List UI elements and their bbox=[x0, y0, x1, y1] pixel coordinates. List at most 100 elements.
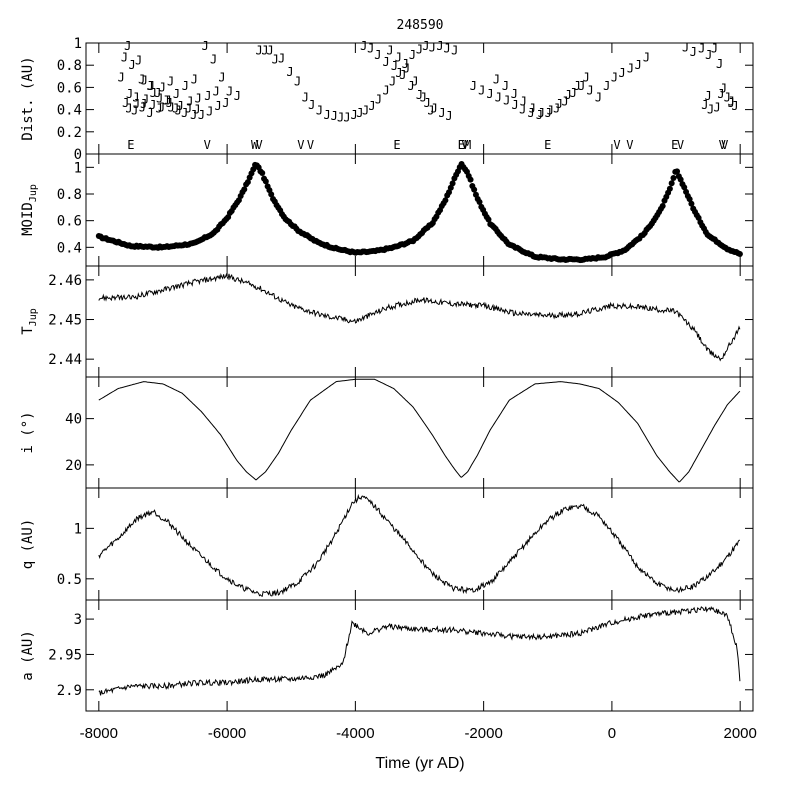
data-marker-J: J bbox=[272, 53, 279, 67]
y-axis-label-dist: Dist. (AU) bbox=[20, 56, 36, 140]
y-tick-label: 1 bbox=[74, 521, 82, 537]
data-marker-J: J bbox=[527, 106, 534, 120]
y-tick-label: 2.46 bbox=[48, 273, 82, 289]
data-marker-J: J bbox=[210, 53, 217, 67]
data-marker-J: J bbox=[716, 57, 723, 71]
data-marker-J: J bbox=[403, 61, 410, 75]
y-tick-label: 2.95 bbox=[48, 647, 82, 663]
data-point bbox=[446, 189, 453, 196]
data-marker-J: J bbox=[324, 108, 331, 122]
data-marker-J: J bbox=[125, 101, 132, 115]
data-marker-J: J bbox=[148, 79, 155, 93]
y-tick-label: 3 bbox=[74, 612, 82, 628]
series-line-incl bbox=[98, 378, 741, 483]
data-point bbox=[476, 198, 483, 205]
data-point bbox=[467, 176, 474, 183]
data-point bbox=[449, 180, 456, 187]
data-marker-J: J bbox=[331, 109, 338, 123]
data-marker-J: J bbox=[422, 39, 429, 53]
data-marker-J: J bbox=[337, 110, 344, 124]
panel-frame-tjup bbox=[85, 265, 754, 378]
data-marker-J: J bbox=[129, 58, 136, 72]
encounter-label-V: V bbox=[677, 138, 684, 152]
data-marker-J: J bbox=[308, 98, 315, 112]
data-point bbox=[659, 202, 666, 209]
data-marker-J: J bbox=[408, 79, 415, 93]
data-marker-J: J bbox=[126, 87, 133, 101]
y-axis-label-q: q (AU) bbox=[20, 519, 36, 570]
x-tick-label: -8000 bbox=[80, 725, 118, 742]
data-marker-J: J bbox=[420, 90, 427, 104]
encounter-label-E: E bbox=[544, 138, 551, 152]
data-marker-J: J bbox=[443, 41, 450, 55]
data-marker-J: J bbox=[181, 106, 188, 120]
data-marker-J: J bbox=[438, 106, 445, 120]
data-point bbox=[262, 178, 269, 185]
data-marker-J: J bbox=[511, 87, 518, 101]
data-marker-J: J bbox=[206, 105, 213, 119]
encounter-label-V: V bbox=[307, 138, 314, 152]
data-marker-J: J bbox=[147, 106, 154, 120]
data-marker-J: J bbox=[728, 95, 735, 109]
data-marker-J: J bbox=[519, 102, 526, 116]
panel-frame-incl bbox=[85, 376, 754, 489]
data-marker-J: J bbox=[711, 41, 718, 55]
data-marker-J: J bbox=[720, 81, 727, 95]
x-axis: -8000 -6000 -4000 -2000 0 2000 bbox=[80, 725, 757, 742]
data-marker-J: J bbox=[690, 45, 697, 59]
data-marker-J: J bbox=[191, 73, 198, 87]
data-point bbox=[241, 186, 248, 193]
series-line-q bbox=[98, 493, 740, 598]
data-point bbox=[666, 185, 673, 192]
data-marker-J: J bbox=[619, 66, 626, 80]
panel-moid: 0.4 0.6 0.8 1 MOIDJup bbox=[20, 153, 754, 267]
data-marker-J: J bbox=[195, 91, 202, 105]
data-marker-J: J bbox=[493, 73, 500, 87]
data-marker-J: J bbox=[155, 101, 162, 115]
data-marker-J: J bbox=[360, 39, 367, 53]
data-marker-J: J bbox=[278, 51, 285, 65]
data-marker-J: J bbox=[502, 79, 509, 93]
data-marker-J: J bbox=[204, 89, 211, 103]
y-axis-label-tjup: TJup bbox=[20, 308, 39, 335]
data-point bbox=[674, 168, 681, 175]
data-marker-J: J bbox=[545, 106, 552, 120]
panel-tjup: 2.44 2.45 2.46 TJup bbox=[20, 265, 754, 378]
series-line-tjup bbox=[98, 272, 741, 362]
data-point bbox=[677, 176, 684, 183]
encounter-label-M: M bbox=[464, 138, 471, 152]
data-marker-J: J bbox=[409, 48, 416, 62]
series-line-a bbox=[98, 606, 741, 696]
data-marker-J: J bbox=[121, 50, 128, 64]
data-marker-J: J bbox=[391, 59, 398, 73]
encounter-label-V: V bbox=[297, 138, 304, 152]
encounter-label-V: V bbox=[204, 138, 211, 152]
data-marker-J: J bbox=[383, 55, 390, 69]
data-marker-J: J bbox=[350, 108, 357, 122]
data-marker-J: J bbox=[586, 84, 593, 98]
encounter-label-W: W bbox=[251, 138, 259, 152]
y-tick-label: 40 bbox=[65, 412, 82, 428]
y-tick-label: 0.4 bbox=[57, 240, 82, 256]
data-marker-J: J bbox=[316, 104, 323, 118]
data-marker-J: J bbox=[213, 85, 220, 99]
data-marker-J: J bbox=[682, 40, 689, 54]
data-marker-J: J bbox=[124, 39, 131, 53]
data-marker-J: J bbox=[294, 75, 301, 89]
data-marker-J: J bbox=[707, 102, 714, 116]
data-marker-J: J bbox=[503, 94, 510, 108]
data-marker-J: J bbox=[168, 100, 175, 114]
data-marker-J: J bbox=[416, 43, 423, 57]
data-marker-J: J bbox=[140, 97, 147, 111]
data-marker-J: J bbox=[731, 99, 738, 113]
data-marker-J: J bbox=[375, 93, 382, 107]
y-tick-label: 0.5 bbox=[57, 572, 82, 588]
data-marker-J: J bbox=[431, 101, 438, 115]
data-marker-J: J bbox=[177, 99, 184, 113]
x-tick-label: -6000 bbox=[208, 725, 246, 742]
data-marker-J: J bbox=[185, 101, 192, 115]
data-marker-J: J bbox=[402, 57, 409, 71]
